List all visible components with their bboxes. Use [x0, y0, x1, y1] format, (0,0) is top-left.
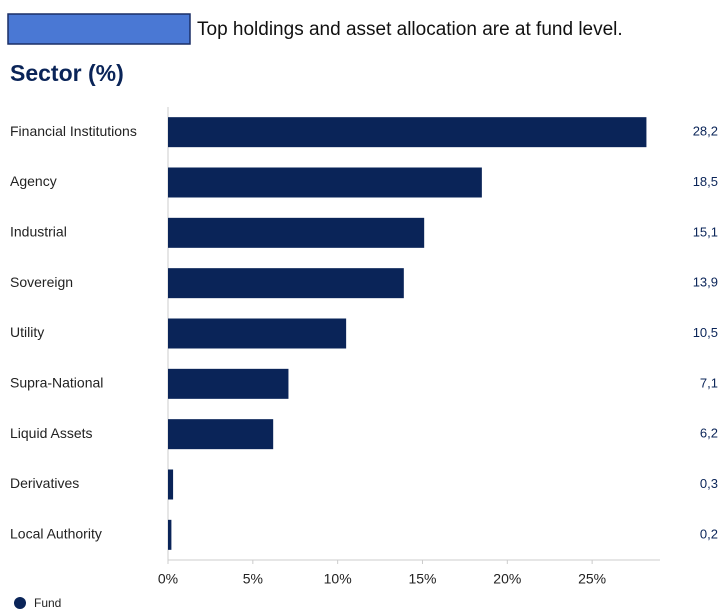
y-tick-label: Utility — [10, 324, 44, 340]
x-tick-label: 25% — [578, 571, 606, 587]
note: Top holdings and asset allocation are at… — [197, 19, 623, 40]
bar — [168, 368, 289, 399]
bar — [168, 519, 172, 550]
bar — [168, 268, 404, 299]
redaction-box — [7, 13, 191, 45]
y-tick-label: Supra-National — [10, 375, 103, 391]
y-tick-label: Local Authority — [10, 526, 102, 542]
value-label: 7,1 — [700, 375, 718, 390]
y-tick-label: Financial Institutions — [10, 123, 137, 139]
y-tick-label: Agency — [10, 173, 57, 189]
x-tick-label: 20% — [493, 571, 521, 587]
bar — [168, 318, 347, 349]
value-label: 0,3 — [700, 476, 718, 491]
value-label: 28,2 — [693, 124, 718, 139]
y-tick-label: Derivatives — [10, 475, 79, 491]
chart-title: Sector (%) — [10, 60, 124, 86]
value-label: 10,5 — [693, 325, 718, 340]
bar — [168, 217, 425, 248]
bar — [168, 419, 274, 450]
value-label: 18,5 — [693, 174, 718, 189]
value-label: 0,2 — [700, 526, 718, 541]
x-tick-label: 0% — [158, 571, 178, 587]
y-tick-label: Industrial — [10, 224, 67, 240]
x-tick-label: 10% — [324, 571, 352, 587]
y-tick-label: Sovereign — [10, 274, 73, 290]
x-tick-label: 15% — [408, 571, 436, 587]
bar — [168, 167, 482, 198]
legend-label: Fund — [34, 596, 61, 610]
y-tick-label: Liquid Assets — [10, 425, 93, 441]
bar — [168, 117, 647, 148]
x-tick-label: 5% — [243, 571, 263, 587]
bar — [168, 469, 174, 500]
value-label: 6,2 — [700, 426, 718, 441]
legend-marker — [14, 597, 26, 609]
value-label: 13,9 — [693, 275, 718, 290]
value-label: 15,1 — [693, 224, 718, 239]
